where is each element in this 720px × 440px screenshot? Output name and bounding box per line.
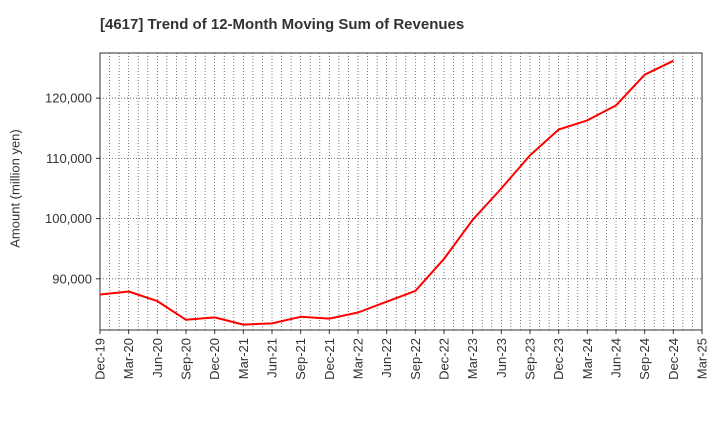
chart-title: [4617] Trend of 12-Month Moving Sum of R… [100, 16, 465, 33]
x-tick-label: Dec-19 [93, 338, 108, 380]
x-tick-label: Dec-22 [437, 338, 452, 380]
x-tick-label: Dec-24 [666, 338, 681, 380]
x-tick-label: Sep-23 [523, 338, 538, 380]
y-tick-label: 110,000 [46, 151, 92, 166]
x-tick-label: Mar-21 [236, 338, 251, 379]
x-tick-label: Jun-21 [265, 338, 280, 378]
series-layer [99, 59, 674, 326]
x-tick-label: Mar-22 [351, 338, 366, 379]
x-tick-label: Sep-21 [293, 338, 308, 380]
y-tick-label: 100,000 [45, 211, 92, 226]
x-tick-label: Jun-23 [494, 338, 509, 378]
y-tick-label: 90,000 [52, 271, 92, 286]
x-tick-label: Mar-24 [580, 338, 595, 379]
x-tick-label: Jun-22 [379, 338, 394, 378]
x-tick-label: Jun-20 [150, 338, 165, 378]
y-tick-label: 120,000 [45, 91, 92, 106]
series-line [99, 59, 674, 326]
x-tick-label: Dec-21 [322, 338, 337, 380]
x-tick-label: Mar-23 [465, 338, 480, 379]
grid-layer [100, 53, 702, 330]
axis-layer: 90,000 100,000 110,000 120,000 Dec-19 Mar-20 J… [45, 91, 710, 380]
x-tick-label: Sep-24 [637, 338, 652, 380]
plot-frame [99, 52, 703, 331]
x-tick-label: Jun-24 [609, 338, 624, 378]
x-tick-label: Mar-20 [121, 338, 136, 379]
x-tick-label: Mar-25 [695, 338, 710, 379]
x-tick-label: Dec-23 [551, 338, 566, 380]
x-tick-label: Sep-22 [408, 338, 423, 380]
x-tick-label: Dec-20 [207, 338, 222, 380]
x-tick-label: Sep-20 [179, 338, 194, 380]
